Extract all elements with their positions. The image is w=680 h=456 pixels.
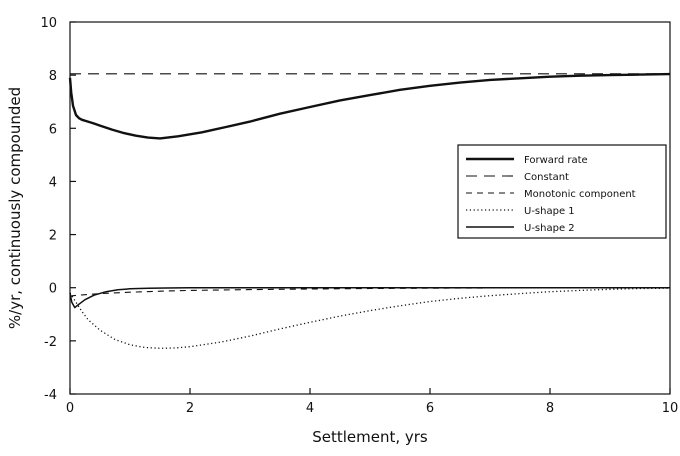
legend-label: Forward rate bbox=[524, 155, 588, 166]
series-layer bbox=[68, 72, 671, 349]
legend-label: Monotonic component bbox=[524, 189, 636, 200]
x-tick-label: 10 bbox=[662, 401, 679, 416]
y-tick-label: 2 bbox=[49, 229, 57, 244]
y-tick-label: 6 bbox=[49, 122, 57, 137]
y-tick-label: 4 bbox=[49, 175, 57, 190]
legend-box bbox=[457, 144, 667, 239]
x-tick-label: 8 bbox=[546, 401, 554, 416]
x-tick-label: 2 bbox=[186, 401, 194, 416]
y-tick-label: -2 bbox=[44, 335, 57, 350]
series-line-3 bbox=[69, 287, 671, 349]
y-tick-label: -4 bbox=[44, 388, 57, 403]
series-line-0 bbox=[68, 72, 671, 140]
x-tick-label: 6 bbox=[426, 401, 434, 416]
x-tick-label: 4 bbox=[306, 401, 314, 416]
legend-label: Constant bbox=[524, 172, 569, 183]
y-tick-label: 8 bbox=[49, 69, 57, 84]
legend: Forward rate Constant Monotonic component U… bbox=[457, 144, 667, 239]
series-line-4 bbox=[69, 286, 670, 309]
plot-frame bbox=[69, 21, 671, 395]
y-axis-title: %/yr, continuously compounded bbox=[6, 87, 24, 329]
series-line-2 bbox=[69, 287, 670, 297]
x-axis-title: Settlement, yrs bbox=[312, 428, 428, 446]
x-tick-label: 0 bbox=[66, 401, 74, 416]
y-tick-label: 10 bbox=[40, 16, 57, 31]
y-tick-label: 0 bbox=[49, 282, 57, 297]
legend-label: U-shape 1 bbox=[524, 206, 575, 217]
legend-label: U-shape 2 bbox=[524, 223, 575, 234]
